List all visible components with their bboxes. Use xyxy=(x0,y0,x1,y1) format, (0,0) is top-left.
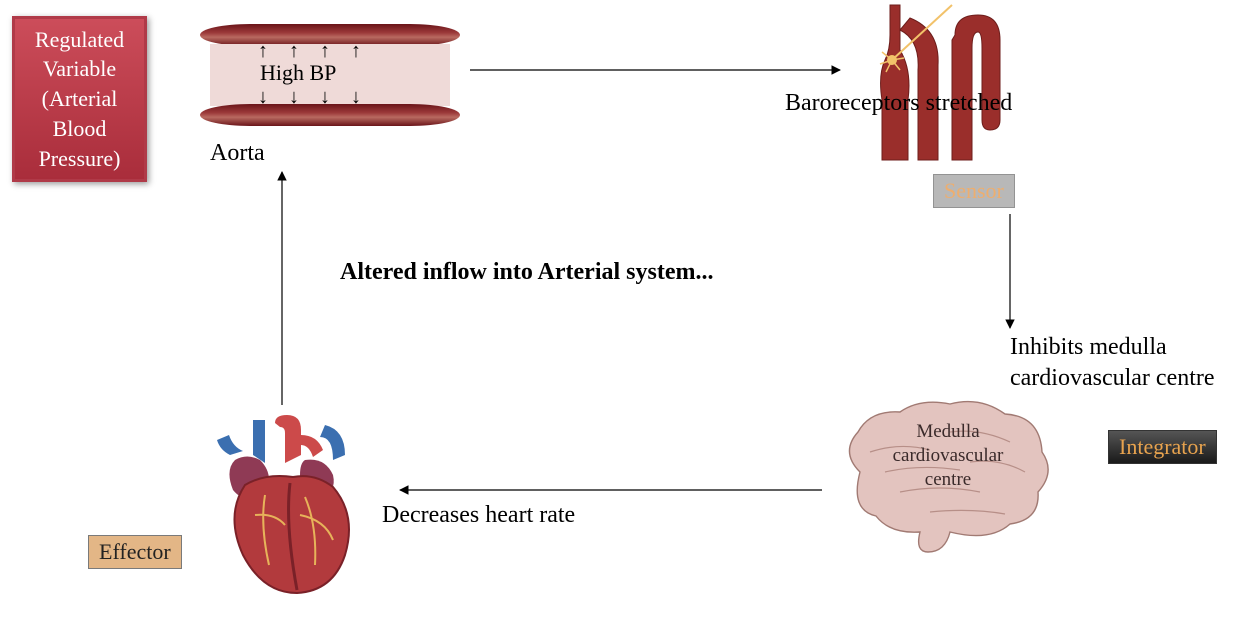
flow-arrows xyxy=(0,0,1248,630)
regulated-variable-box: Regulated Variable (Arterial Blood Press… xyxy=(12,16,147,182)
baroreceptor-icon xyxy=(860,0,1010,160)
high-bp-label: High BP xyxy=(260,60,336,86)
heart-icon xyxy=(205,415,375,600)
regulated-variable-text: Regulated Variable (Arterial Blood Press… xyxy=(21,25,138,173)
bp-arrows-down: ↓ ↓ ↓ ↓ xyxy=(258,86,518,109)
integrator-badge: Integrator xyxy=(1108,430,1217,464)
aorta-vessel-icon: ↑ ↑ ↑ ↑ ↓ ↓ ↓ ↓ High BP xyxy=(200,20,460,130)
baroreceptor-label: Baroreceptors stretched xyxy=(785,88,1012,119)
inhibit-label: Inhibits medulla cardiovascular centre xyxy=(1010,332,1248,394)
sensor-badge: Sensor xyxy=(933,174,1015,208)
aorta-label: Aorta xyxy=(210,140,265,167)
brain-internal-label: Medulla cardiovascular centre xyxy=(878,420,1018,491)
center-text: Altered inflow into Arterial system... xyxy=(340,256,714,288)
heart-label: Decreases heart rate xyxy=(382,500,575,531)
effector-badge: Effector xyxy=(88,535,182,569)
